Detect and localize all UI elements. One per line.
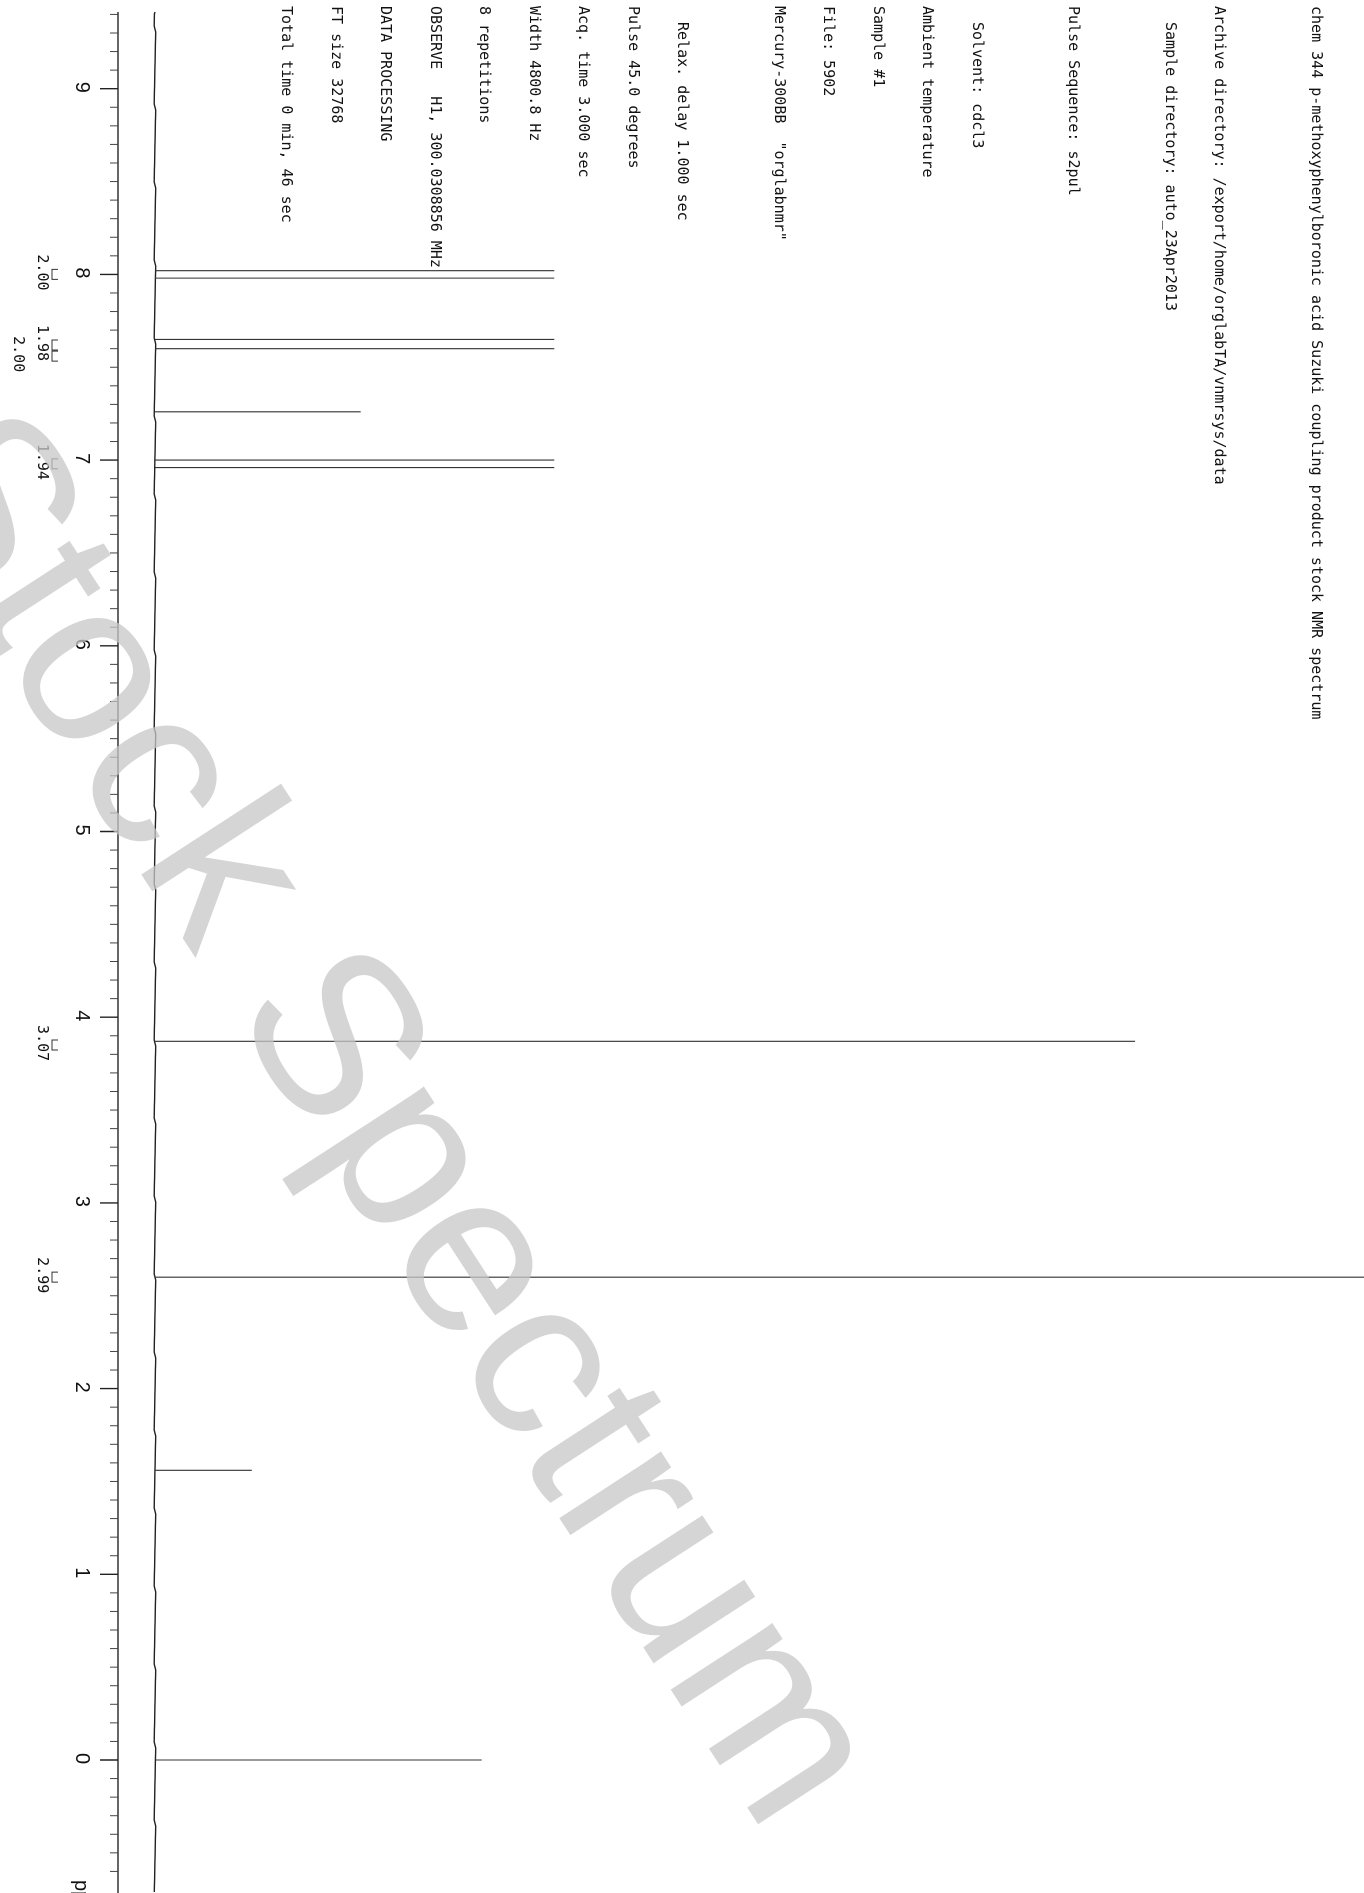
x-axis-label: ppm bbox=[70, 1880, 92, 1893]
tick-label: 4 bbox=[71, 1010, 93, 1021]
integral-value: 1.94 bbox=[34, 444, 52, 480]
tick-label: 6 bbox=[71, 639, 93, 650]
temperature: Ambient temperature bbox=[919, 6, 938, 178]
relax-delay: Relax. delay 1.000 sec bbox=[674, 22, 693, 221]
solvent: Solvent: cdcl3 bbox=[969, 22, 987, 149]
spectrum-peaks bbox=[155, 270, 1364, 1761]
observe-nucleus: OBSERVE H1, 300.0308856 MHz bbox=[427, 6, 445, 268]
ppm-axis-minor-ticks bbox=[110, 13, 118, 1872]
ft-size: FT size 32768 bbox=[328, 6, 346, 124]
instrument: Mercury-300BB "orglabnmr" bbox=[771, 6, 789, 241]
spectral-width: Width 4800.8 Hz bbox=[526, 6, 544, 142]
integral-value: 2.99 bbox=[34, 1257, 52, 1293]
tick-label: 8 bbox=[71, 267, 93, 278]
total-time: Total time 0 min, 46 sec bbox=[278, 6, 297, 223]
tick-label: 3 bbox=[71, 1196, 93, 1207]
tick-label: 9 bbox=[71, 82, 93, 93]
tick-label: 5 bbox=[71, 825, 93, 836]
spectrum-baseline bbox=[153, 11, 157, 1893]
ppm-axis-major-ticks bbox=[100, 87, 118, 1761]
integral-bracket bbox=[51, 1271, 58, 1283]
tick-label: 1 bbox=[71, 1567, 93, 1578]
integral-bracket bbox=[51, 268, 58, 280]
integral-value: 2.00 bbox=[34, 254, 52, 290]
spectrum-title: chem 344 p-methoxyphenylboronic acid Suz… bbox=[1308, 6, 1326, 720]
tick-label: 0 bbox=[71, 1753, 93, 1764]
integral-value: 3.07 bbox=[34, 1025, 52, 1061]
tick-label: 7 bbox=[71, 453, 93, 464]
integral-marks bbox=[51, 268, 58, 1283]
pulse-angle: Pulse 45.0 degrees bbox=[625, 6, 643, 169]
acquisition-parameters: chem 344 p-methoxyphenylboronic acid Suz… bbox=[263, 6, 1359, 1406]
integral-bracket bbox=[51, 339, 58, 351]
integral-labels: 2.00 1.98 2.00 1.94 3.07 2.99 bbox=[10, 254, 52, 1293]
integral-bracket bbox=[51, 1039, 58, 1051]
ppm-axis-tick-labels: 9 8 7 6 5 4 3 2 1 0 bbox=[71, 82, 93, 1764]
repetitions: 8 repetitions bbox=[476, 6, 495, 124]
integral-value: 2.00 bbox=[10, 336, 28, 372]
file-number: File: 5902 bbox=[820, 6, 839, 97]
acquisition-time: Acq. time 3.000 sec bbox=[575, 6, 594, 178]
tick-label: 2 bbox=[71, 1382, 93, 1393]
sample-directory: Sample directory: auto_23Apr2013 bbox=[1162, 22, 1180, 311]
data-processing: DATA PROCESSING bbox=[377, 6, 396, 142]
integral-bracket bbox=[51, 458, 58, 470]
archive-directory: Archive directory: /export/home/orglabTA… bbox=[1211, 6, 1230, 485]
pulse-sequence: Pulse Sequence: s2pul bbox=[1065, 6, 1084, 196]
integral-bracket bbox=[51, 350, 58, 362]
sample-number: Sample #1 bbox=[870, 6, 888, 88]
integral-value: 1.98 bbox=[34, 325, 52, 361]
